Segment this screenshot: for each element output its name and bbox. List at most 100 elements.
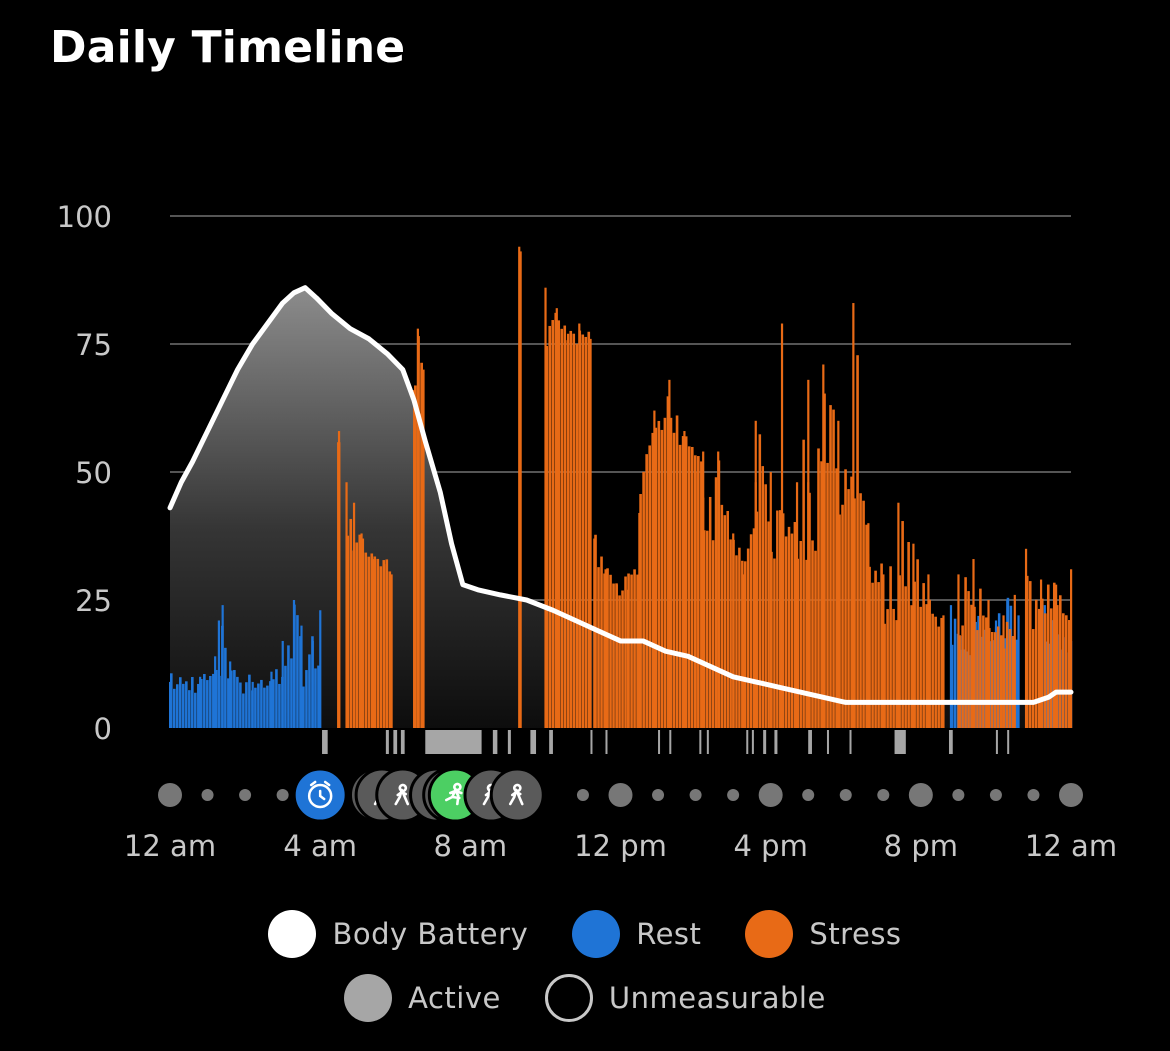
- stress-bar: [853, 498, 856, 728]
- stress-bar: [624, 576, 627, 728]
- stress-bar: [337, 431, 341, 728]
- stress-bar: [669, 417, 673, 728]
- stress-bar: [367, 556, 371, 728]
- stress-bar: [630, 574, 633, 728]
- stress-bar: [822, 364, 825, 728]
- stress-bar: [996, 626, 1000, 728]
- legend-item-unmeasurable[interactable]: Unmeasurable: [544, 974, 826, 1022]
- legend-item-body-battery[interactable]: Body Battery: [268, 910, 528, 958]
- x-tick-label: 12 pm: [574, 829, 667, 863]
- stress-bar: [743, 574, 746, 728]
- stress-bar: [795, 482, 799, 728]
- stress-bar: [683, 431, 686, 728]
- stress-bar: [820, 461, 823, 728]
- rest-bar: [257, 683, 260, 728]
- stress-bar: [749, 534, 753, 728]
- rest-bar: [233, 670, 236, 728]
- stress-bar: [648, 445, 652, 728]
- stress-bar: [638, 512, 641, 728]
- stress-bar: [668, 379, 671, 728]
- legend-row-1: Body Battery Rest Stress: [0, 910, 1170, 958]
- walking-icon: [489, 767, 545, 823]
- active-tick: [751, 730, 754, 754]
- stress-bar: [1067, 620, 1071, 728]
- legend-label-unmeasurable: Unmeasurable: [608, 981, 826, 1015]
- timeline-dot: [576, 789, 589, 801]
- active-segment: [808, 730, 812, 754]
- body-battery-line: [167, 285, 1074, 705]
- stress-bar: [958, 635, 961, 728]
- rest-bar: [191, 677, 194, 728]
- stress-bar: [551, 320, 555, 728]
- active-swatch: [344, 974, 393, 1022]
- stress-bar: [639, 494, 642, 728]
- stress-bar: [358, 534, 362, 728]
- y-tick-label: 0: [94, 712, 112, 746]
- stress-bar: [790, 533, 794, 728]
- stress-bar: [1061, 613, 1065, 728]
- stress-bar: [584, 336, 588, 728]
- stress-bar: [723, 515, 727, 728]
- stress-bar: [1046, 584, 1050, 728]
- stress-bar: [1034, 599, 1038, 728]
- active-segment: [530, 730, 537, 754]
- legend-item-rest[interactable]: Rest: [572, 910, 701, 958]
- rest-bar: [281, 640, 284, 728]
- stress-bar: [844, 469, 847, 728]
- stress-bar: [940, 617, 943, 728]
- y-tick-label: 100: [57, 200, 112, 234]
- stress-bar: [593, 538, 596, 728]
- stress-bar: [916, 559, 919, 728]
- stress-bar: [784, 536, 788, 728]
- rest-bar: [308, 654, 311, 728]
- stress-bar: [544, 287, 547, 728]
- rest-bar: [206, 680, 209, 728]
- rest-bar: [227, 678, 230, 728]
- running-icon-glyph: [445, 782, 463, 806]
- legend-item-stress[interactable]: Stress: [745, 910, 901, 958]
- stress-bar: [826, 462, 829, 728]
- stress-bar: [675, 415, 679, 728]
- stress-bar: [837, 420, 840, 728]
- rest-bar: [236, 676, 239, 728]
- clock-icon: [292, 767, 348, 823]
- x-tick-label: 4 pm: [734, 829, 808, 863]
- stress-bar: [653, 410, 656, 728]
- rest-bar: [275, 669, 278, 728]
- active-segment: [322, 730, 328, 754]
- stress-bar: [1031, 629, 1035, 728]
- rest-bar: [953, 618, 957, 728]
- stress-bar: [1002, 615, 1005, 728]
- stress-bar: [346, 535, 350, 728]
- stress-swatch: [745, 910, 794, 958]
- active-segment: [385, 730, 389, 754]
- stress-bar: [850, 476, 853, 728]
- stress-bar: [927, 574, 930, 728]
- x-tick-layer: 12 am 4 am 8 am 12 pm 4 pm 8 pm 12 am: [124, 829, 1117, 863]
- stress-bar: [999, 635, 1003, 728]
- y-tick-label: 50: [75, 456, 112, 490]
- bars-layer: [169, 246, 1073, 729]
- stress-bar: [746, 548, 750, 728]
- stress-bar: [1070, 569, 1073, 728]
- stress-bar: [773, 558, 776, 728]
- stress-bar: [416, 328, 419, 728]
- stress-bar: [714, 477, 718, 728]
- stress-bar: [990, 632, 994, 728]
- stress-bar: [867, 553, 870, 728]
- stress-bar: [793, 522, 797, 728]
- rest-bar: [266, 685, 269, 728]
- rest-bar: [272, 679, 275, 728]
- stress-bar: [987, 600, 990, 728]
- rest-bar: [239, 682, 242, 728]
- legend-item-active[interactable]: Active: [344, 974, 501, 1022]
- rest-swatch: [572, 910, 621, 958]
- stress-bar: [1028, 581, 1032, 728]
- stress-bar: [1049, 608, 1053, 728]
- stress-bar: [597, 567, 600, 728]
- timeline-dot: [1059, 783, 1083, 807]
- rest-bar: [199, 676, 202, 728]
- active-strip-layer: [322, 730, 1010, 754]
- stress-bar: [1037, 608, 1041, 728]
